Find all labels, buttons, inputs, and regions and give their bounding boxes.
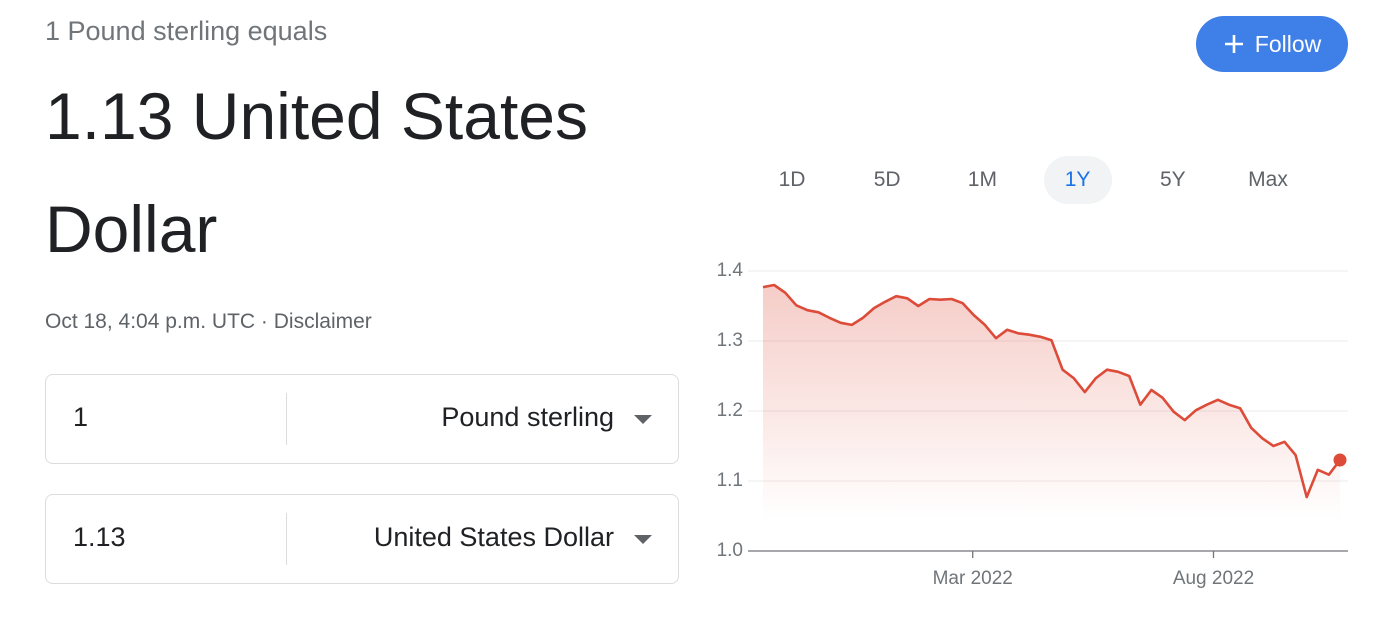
y-tick-label: 1.1 [717, 470, 743, 491]
dropdown-arrow [634, 415, 652, 424]
y-tick-label: 1.4 [717, 260, 744, 281]
chart: 1.0 1.1 1.2 1.3 1.4 Mar 2022 Aug 2022 [717, 260, 1348, 589]
currency[interactable]: Pound sterling [441, 402, 614, 432]
y-tick-label: 1.3 [717, 330, 743, 351]
x-tick-label: Mar 2022 [933, 568, 1013, 589]
end-point [1333, 453, 1347, 467]
equals-label: 1 Pound sterling equals [45, 16, 328, 46]
follow-button[interactable]: Follow [1196, 16, 1348, 72]
result: 1.13 United States Dollar [45, 79, 589, 266]
x-tick-label: Aug 2022 [1173, 568, 1254, 589]
divider [286, 513, 287, 565]
range-tab[interactable]: 1D [778, 168, 806, 191]
meta: Oct 18, 4:04 p.m. UTC · Disclaimer [45, 310, 372, 334]
timestamp: Oct 18, 4:04 p.m. UTC [45, 310, 256, 333]
range-tab[interactable]: 5Y [1159, 168, 1186, 191]
area [763, 285, 1340, 521]
plus-icon [1224, 35, 1243, 53]
disclaimer-link[interactable]: Disclaimer [273, 310, 372, 333]
converter-row[interactable]: 1.13 United States Dollar [45, 494, 679, 584]
range-tab[interactable]: 5D [873, 168, 901, 191]
follow-label: Follow [1254, 30, 1322, 57]
line [762, 283, 1342, 499]
dropdown-arrow [634, 535, 652, 544]
y-tick-label: 1.0 [717, 540, 743, 561]
range-tab[interactable]: 1M [967, 168, 997, 191]
currency[interactable]: United States Dollar [373, 522, 614, 552]
separator: · [260, 310, 268, 333]
amount[interactable]: 1.13 [73, 522, 126, 552]
range-tab[interactable]: Max [1248, 168, 1288, 191]
amount[interactable]: 1 [73, 402, 89, 432]
range-tab[interactable]: 1Y [1043, 156, 1112, 204]
divider [286, 393, 287, 445]
converter-row[interactable]: 1 Pound sterling [45, 374, 679, 464]
y-tick-label: 1.2 [717, 400, 743, 421]
range-tabs: 1D 5D 1M 1Y 5Y Max [745, 156, 1315, 204]
